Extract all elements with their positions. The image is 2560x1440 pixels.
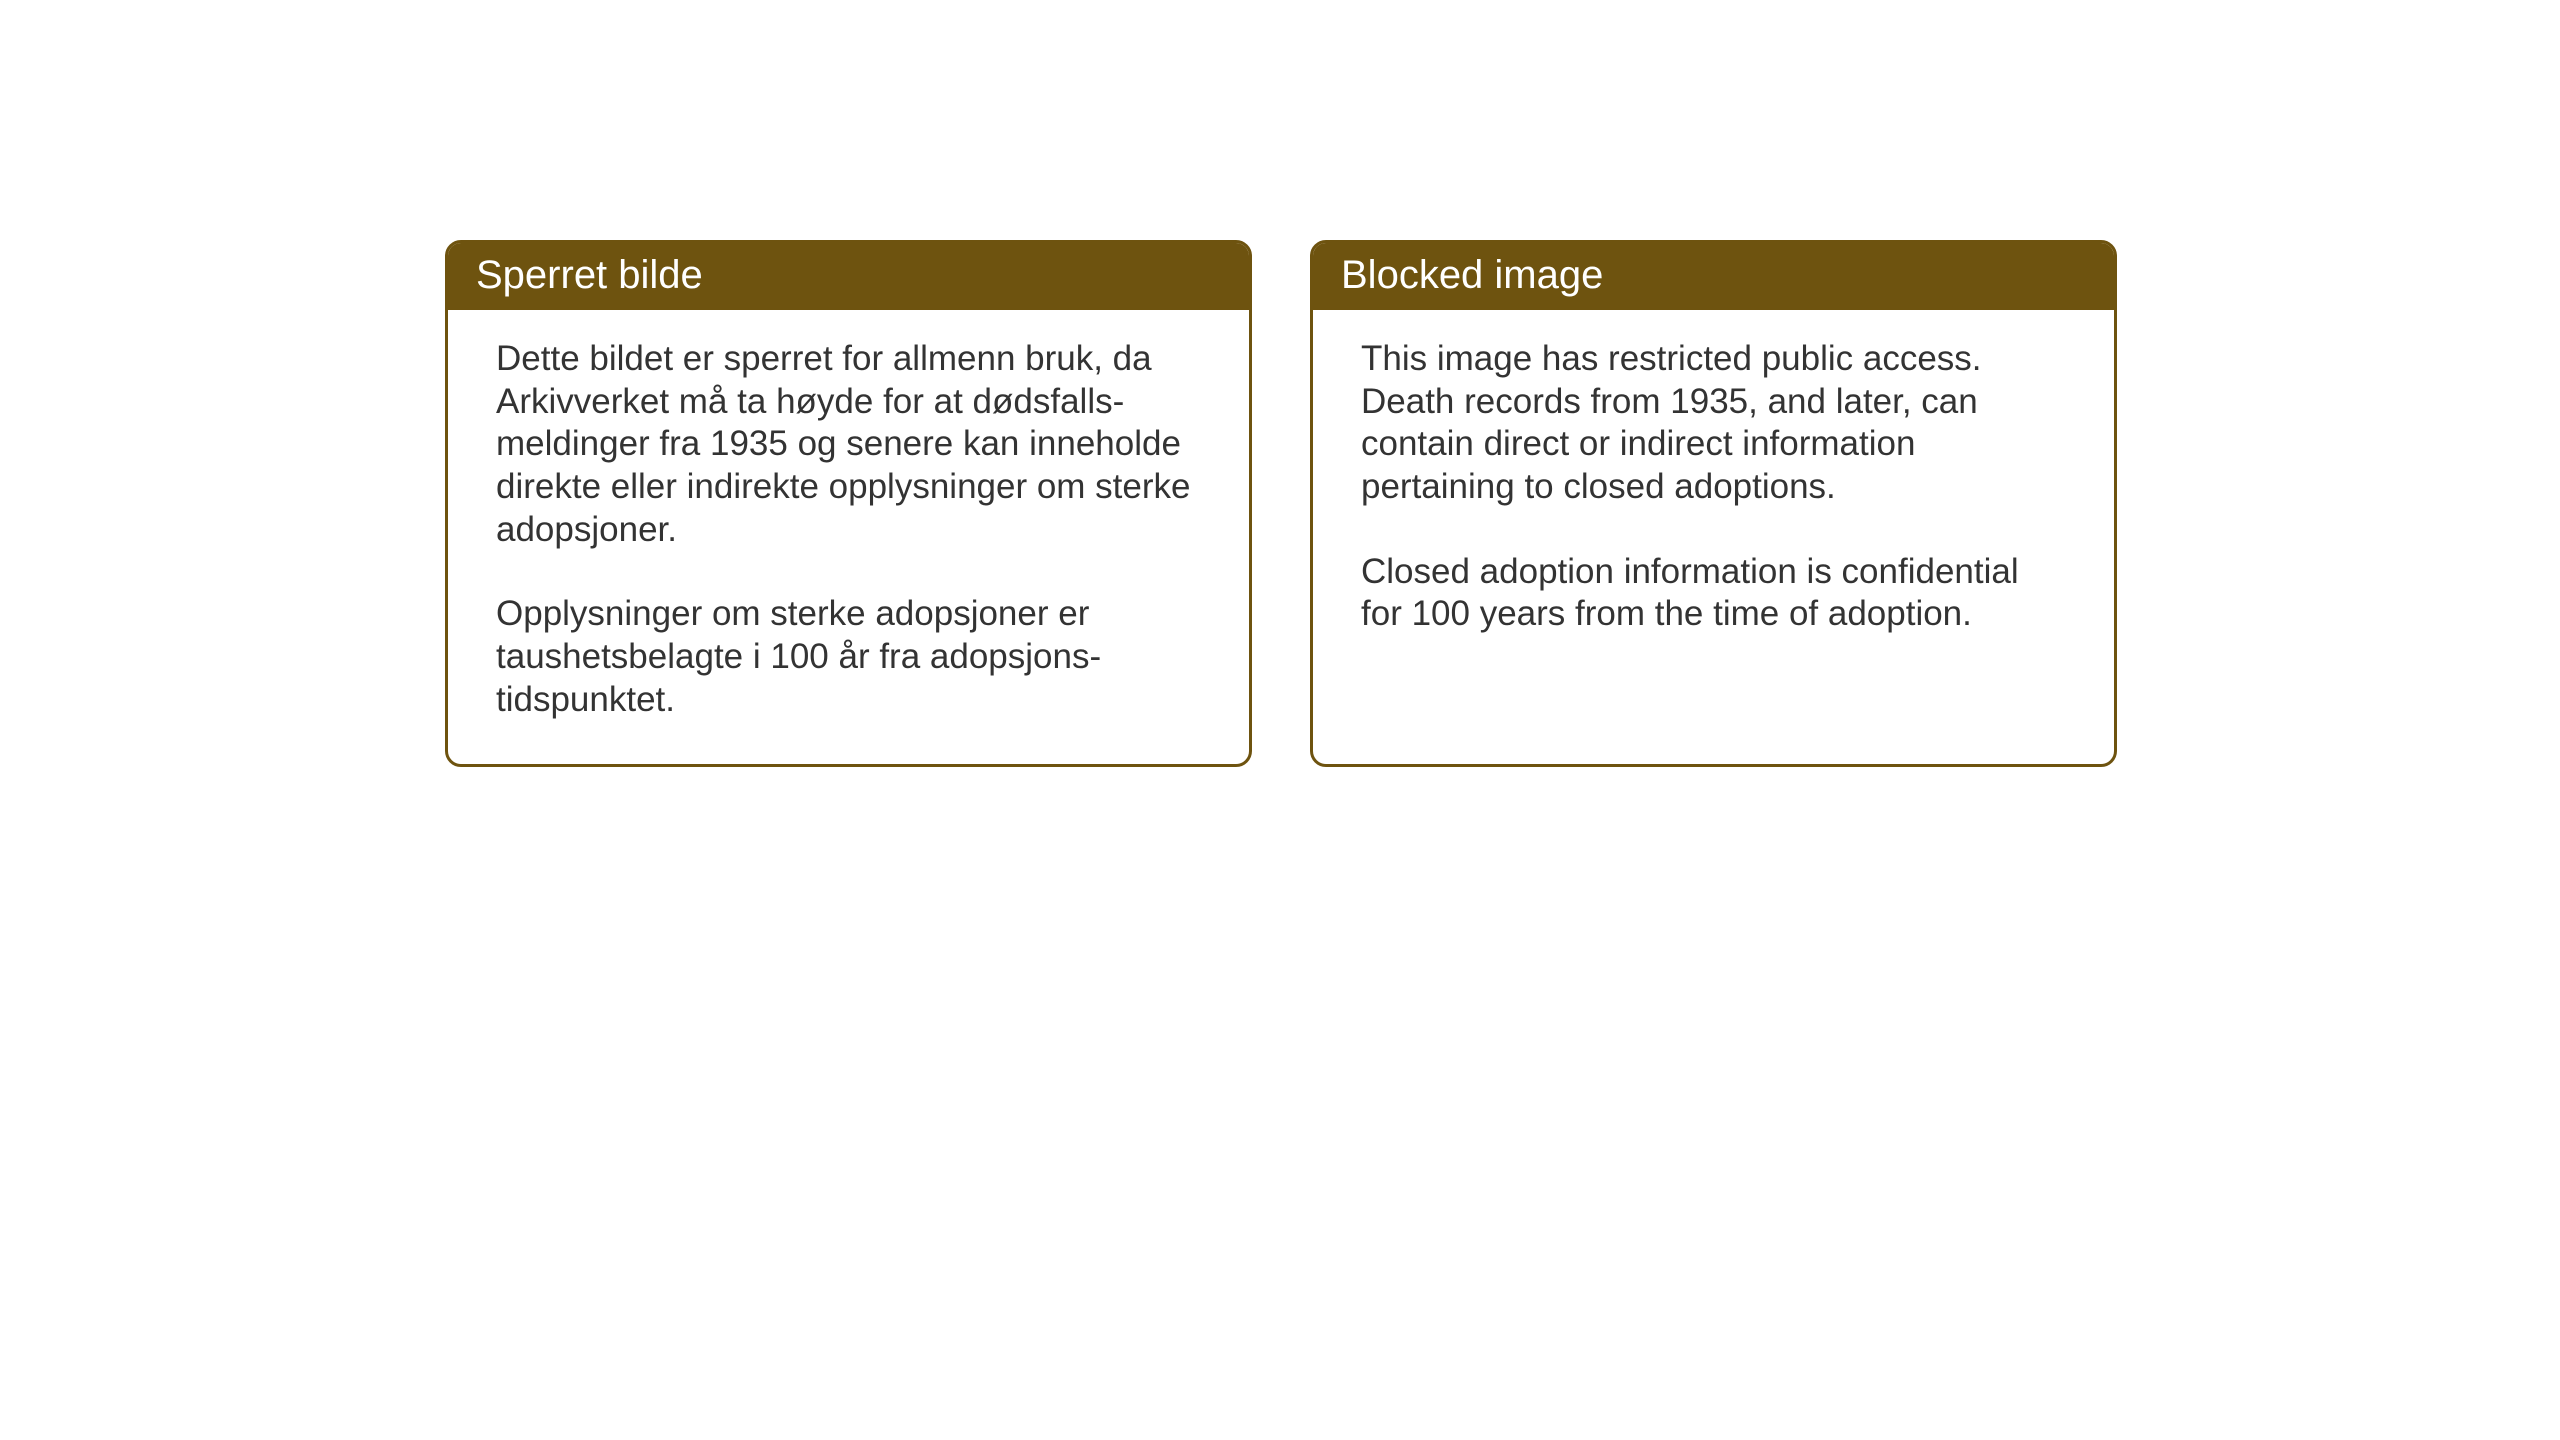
notice-paragraph-2-english: Closed adoption information is confident…: [1361, 551, 2066, 636]
notice-paragraph-1-norwegian: Dette bildet er sperret for allmenn bruk…: [496, 338, 1201, 551]
notice-header-norwegian: Sperret bilde: [448, 243, 1249, 310]
notice-body-norwegian: Dette bildet er sperret for allmenn bruk…: [448, 310, 1249, 764]
notice-container: Sperret bilde Dette bildet er sperret fo…: [445, 240, 2117, 767]
notice-box-english: Blocked image This image has restricted …: [1310, 240, 2117, 767]
notice-header-english: Blocked image: [1313, 243, 2114, 310]
notice-title-english: Blocked image: [1341, 253, 1603, 297]
notice-title-norwegian: Sperret bilde: [476, 253, 703, 297]
notice-box-norwegian: Sperret bilde Dette bildet er sperret fo…: [445, 240, 1252, 767]
notice-paragraph-2-norwegian: Opplysninger om sterke adopsjoner er tau…: [496, 593, 1201, 721]
notice-body-english: This image has restricted public access.…: [1313, 310, 2114, 678]
notice-paragraph-1-english: This image has restricted public access.…: [1361, 338, 2066, 509]
